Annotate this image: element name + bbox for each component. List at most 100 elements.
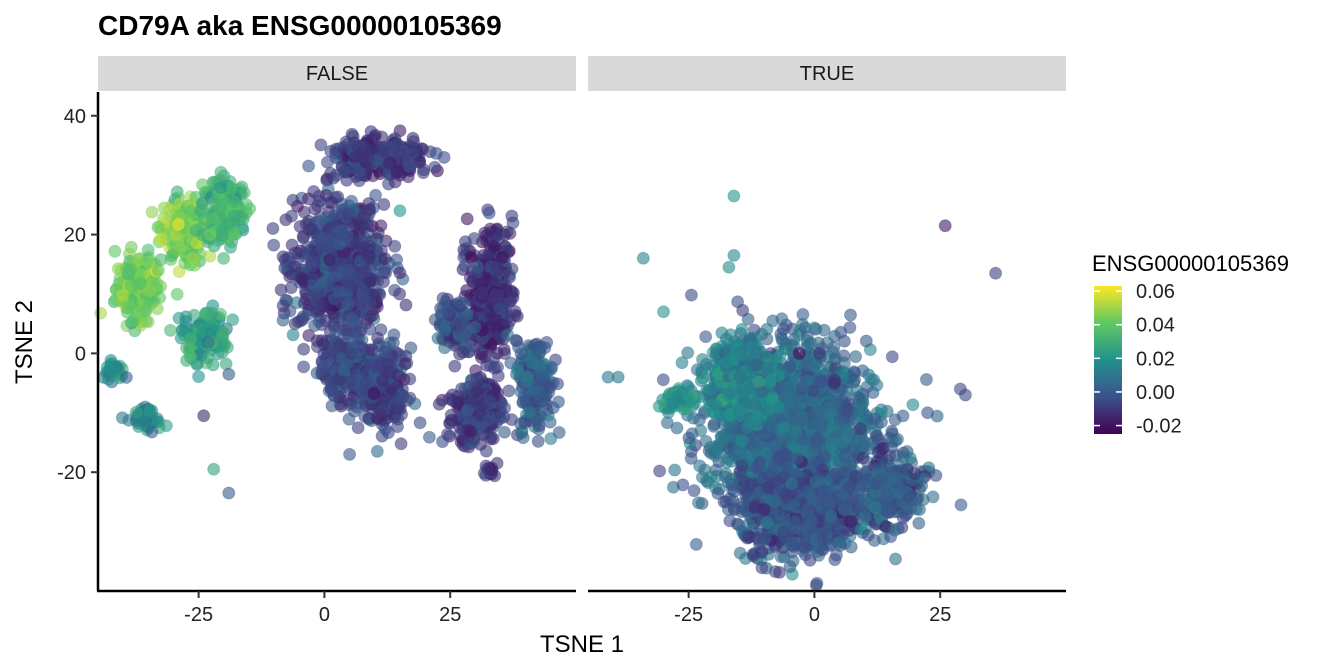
- data-point: [165, 249, 179, 263]
- data-point: [302, 218, 316, 231]
- data-point: [141, 243, 155, 257]
- data-point: [217, 251, 231, 265]
- data-point: [347, 274, 361, 288]
- data-point: [681, 346, 695, 360]
- data-point: [199, 308, 213, 322]
- data-point: [413, 416, 427, 430]
- data-point: [514, 417, 527, 431]
- data-point: [326, 239, 340, 253]
- data-point: [714, 430, 728, 443]
- data-point: [859, 334, 873, 348]
- panel-false-points: [94, 124, 566, 500]
- data-point: [456, 345, 470, 359]
- data-point: [137, 303, 151, 317]
- data-point: [844, 308, 857, 322]
- data-point: [408, 397, 422, 411]
- data-point: [365, 343, 379, 357]
- data-point: [302, 159, 316, 173]
- data-point: [536, 369, 549, 383]
- data-point: [682, 431, 696, 445]
- data-point: [130, 277, 144, 291]
- data-point: [377, 198, 391, 211]
- data-point: [455, 382, 469, 396]
- data-point: [398, 357, 412, 371]
- data-point: [288, 317, 302, 331]
- data-point: [284, 281, 298, 295]
- data-point: [215, 329, 229, 343]
- data-point: [392, 392, 405, 406]
- data-point: [422, 430, 436, 444]
- data-point: [201, 351, 214, 365]
- data-point: [399, 298, 413, 312]
- data-point-outlier: [197, 409, 211, 423]
- data-point: [853, 422, 867, 436]
- data-point: [692, 413, 706, 427]
- data-point: [407, 135, 421, 148]
- data-point: [514, 347, 528, 361]
- data-point: [286, 328, 300, 342]
- data-point: [504, 284, 518, 298]
- data-point: [216, 224, 230, 238]
- data-point: [297, 360, 311, 374]
- data-point: [388, 283, 402, 297]
- data-point: [363, 203, 377, 217]
- data-point: [355, 146, 369, 160]
- data-point: [444, 413, 458, 427]
- data-point: [127, 314, 141, 328]
- data-point: [239, 198, 253, 212]
- data-point: [503, 314, 517, 328]
- data-point: [684, 288, 698, 302]
- data-point: [367, 387, 381, 400]
- data-point: [687, 484, 701, 498]
- data-point: [145, 425, 159, 439]
- data-point: [849, 350, 863, 364]
- data-point: [376, 373, 389, 387]
- facet-strip-false-label: FALSE: [306, 63, 368, 85]
- data-point: [295, 272, 309, 286]
- data-point: [510, 362, 524, 376]
- data-point: [337, 165, 351, 179]
- data-point: [467, 232, 481, 245]
- data-point: [699, 330, 713, 344]
- data-point: [288, 260, 302, 273]
- data-point: [120, 305, 134, 319]
- data-point: [906, 398, 920, 412]
- data-point: [184, 332, 198, 346]
- data-point: [170, 287, 184, 301]
- data-point: [172, 265, 186, 279]
- data-point: [377, 275, 390, 289]
- data-point: [378, 252, 392, 266]
- data-point: [335, 229, 349, 243]
- data-point: [195, 205, 209, 219]
- data-point: [490, 262, 504, 276]
- data-point: [276, 299, 290, 313]
- data-point: [393, 266, 407, 280]
- data-point: [394, 437, 408, 451]
- data-point: [108, 244, 122, 258]
- data-point: [656, 373, 670, 387]
- data-point: [889, 552, 902, 566]
- data-point: [429, 146, 443, 160]
- data-point: [308, 202, 322, 216]
- data-point: [276, 250, 290, 264]
- data-point: [192, 370, 206, 384]
- data-point: [475, 286, 489, 300]
- data-point: [736, 303, 750, 317]
- data-point: [497, 343, 511, 357]
- data-point: [528, 385, 542, 399]
- data-point: [800, 334, 814, 348]
- data-point: [919, 373, 933, 386]
- data-point: [141, 315, 155, 329]
- data-point: [819, 408, 833, 422]
- data-point: [323, 253, 337, 267]
- data-point: [776, 334, 789, 348]
- data-point: [704, 470, 718, 484]
- data-point: [325, 399, 339, 413]
- data-point: [108, 360, 122, 374]
- data-point: [493, 302, 507, 315]
- chart-title: CD79A aka ENSG00000105369: [98, 10, 502, 41]
- data-point: [777, 420, 791, 434]
- data-point: [315, 363, 329, 377]
- data-point: [523, 406, 537, 420]
- data-point: [393, 147, 407, 160]
